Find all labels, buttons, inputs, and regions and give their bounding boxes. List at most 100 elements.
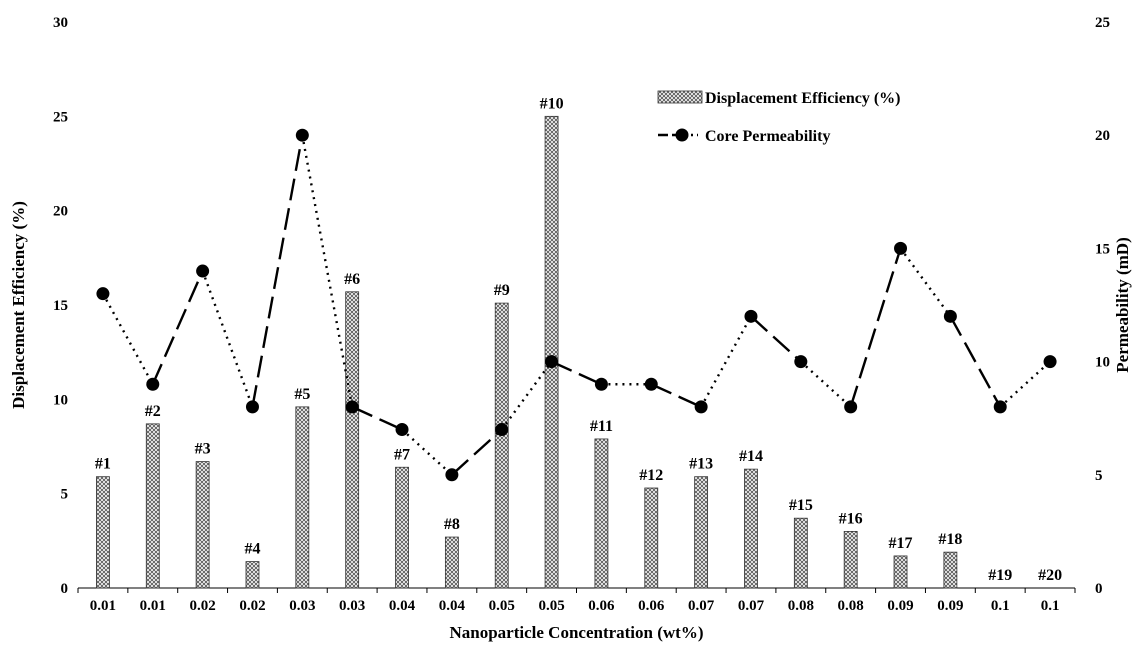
line-point xyxy=(1043,355,1057,369)
data-label: #12 xyxy=(639,467,663,484)
x-tick-label: 0.1 xyxy=(1041,598,1060,614)
y2-tick-label: 25 xyxy=(1095,15,1110,31)
line-point xyxy=(495,423,509,437)
bar xyxy=(345,291,360,589)
y2-axis-title: Permeability (mD) xyxy=(1113,237,1132,372)
x-tick-label: 0.08 xyxy=(838,598,864,614)
y-axis-title: Displacement Efficiency (%) xyxy=(9,201,28,409)
x-tick-label: 0.02 xyxy=(239,598,265,614)
data-label: #20 xyxy=(1038,567,1062,584)
data-label: #9 xyxy=(494,282,510,299)
data-label: #5 xyxy=(294,386,310,403)
bar xyxy=(744,468,758,589)
x-tick-label: 0.01 xyxy=(140,598,166,614)
legend-marker-swatch xyxy=(675,128,689,142)
x-tick-label: 0.07 xyxy=(738,598,765,614)
line-point xyxy=(545,355,559,369)
legend-label-line: Core Permeability xyxy=(705,128,830,145)
data-label: #16 xyxy=(839,510,863,527)
line-segment xyxy=(650,383,702,408)
line-segment xyxy=(351,405,403,431)
bar xyxy=(494,302,509,589)
bar xyxy=(544,115,559,589)
x-tick-label: 0.04 xyxy=(439,598,466,614)
legend: Displacement Efficiency (%) Core Permeabi… xyxy=(657,90,901,145)
data-label: #2 xyxy=(145,403,161,420)
x-tick-label: 0.06 xyxy=(588,598,615,614)
x-tick-label: 0.05 xyxy=(538,598,564,614)
bar xyxy=(195,461,210,589)
y-tick-label: 5 xyxy=(61,487,69,503)
bar xyxy=(395,466,409,589)
x-tick-label: 0.04 xyxy=(389,598,416,614)
line-segment xyxy=(949,315,1002,408)
line-point xyxy=(844,400,858,414)
line-segment xyxy=(451,428,503,476)
bar xyxy=(96,476,110,589)
line-segment xyxy=(899,247,952,318)
bar xyxy=(295,406,310,589)
x-tick-label: 0.1 xyxy=(991,598,1010,614)
line-point xyxy=(894,241,908,255)
legend-label-bar: Displacement Efficiency (%) xyxy=(705,90,901,107)
data-label: #8 xyxy=(444,516,460,533)
bar-series xyxy=(96,115,958,589)
y2-tick-label: 5 xyxy=(1095,468,1103,484)
line-segment xyxy=(849,248,902,408)
line-point xyxy=(295,128,309,142)
x-tick-label: 0.07 xyxy=(688,598,715,614)
y-tick-label: 10 xyxy=(53,392,68,408)
bar xyxy=(644,487,659,589)
x-tick-label: 0.03 xyxy=(339,598,365,614)
bar xyxy=(694,476,709,589)
y2-tick-label: 0 xyxy=(1095,581,1103,597)
y-tick-label: 0 xyxy=(61,581,69,597)
legend-swatch-bar xyxy=(657,90,703,104)
x-tick-label: 0.01 xyxy=(90,598,116,614)
bar xyxy=(145,423,160,589)
bar xyxy=(893,555,908,589)
x-tick-label: 0.02 xyxy=(190,598,216,614)
data-label: #7 xyxy=(394,446,410,463)
line-segment xyxy=(500,360,553,431)
bar xyxy=(843,531,858,589)
data-label: #14 xyxy=(739,448,763,465)
line-segment xyxy=(800,360,852,408)
data-label: #6 xyxy=(344,271,360,288)
y-tick-label: 15 xyxy=(53,298,68,314)
line-series xyxy=(96,128,1057,482)
data-label: #4 xyxy=(244,541,260,558)
line-point xyxy=(993,400,1007,414)
x-axis-title: Nanoparticle Concentration (wt%) xyxy=(449,623,703,642)
x-tick-label: 0.06 xyxy=(638,598,665,614)
bar-labels: #1 #2 #3 #4 #5 #6 #7 #8 #9 #10 #11 #12 #13 #14 #15 #16 #… xyxy=(95,95,1062,584)
line-point xyxy=(345,400,359,414)
data-label: #19 xyxy=(988,567,1012,584)
data-label: #10 xyxy=(540,95,564,112)
line-segment xyxy=(750,315,802,363)
line-point xyxy=(594,377,608,391)
line-point xyxy=(146,377,160,391)
y2-tick-label: 10 xyxy=(1095,355,1110,371)
y-tick-label: 30 xyxy=(53,15,68,31)
y2-tick-label: 20 xyxy=(1095,128,1110,144)
line-segment xyxy=(251,134,304,408)
line-point xyxy=(395,423,409,437)
axes: 0.01 0.01 0.02 0.02 0.03 0.03 0.04 0.04 0.05 0.05… xyxy=(53,15,1110,614)
y2-tick-label: 15 xyxy=(1095,241,1110,257)
line-segment xyxy=(551,360,602,386)
x-tick-label: 0.09 xyxy=(937,598,963,614)
y-tick-label: 20 xyxy=(53,204,68,220)
line-point xyxy=(445,468,459,482)
line-segment xyxy=(101,293,154,385)
x-tick-label: 0.09 xyxy=(887,598,913,614)
bar xyxy=(245,561,260,589)
line-point xyxy=(644,377,658,391)
line-segment xyxy=(201,270,254,408)
line-segment xyxy=(999,360,1051,408)
line-point xyxy=(744,309,758,323)
data-label: #11 xyxy=(590,418,613,435)
y-tick-label: 25 xyxy=(53,109,68,125)
data-label: #17 xyxy=(889,535,913,552)
